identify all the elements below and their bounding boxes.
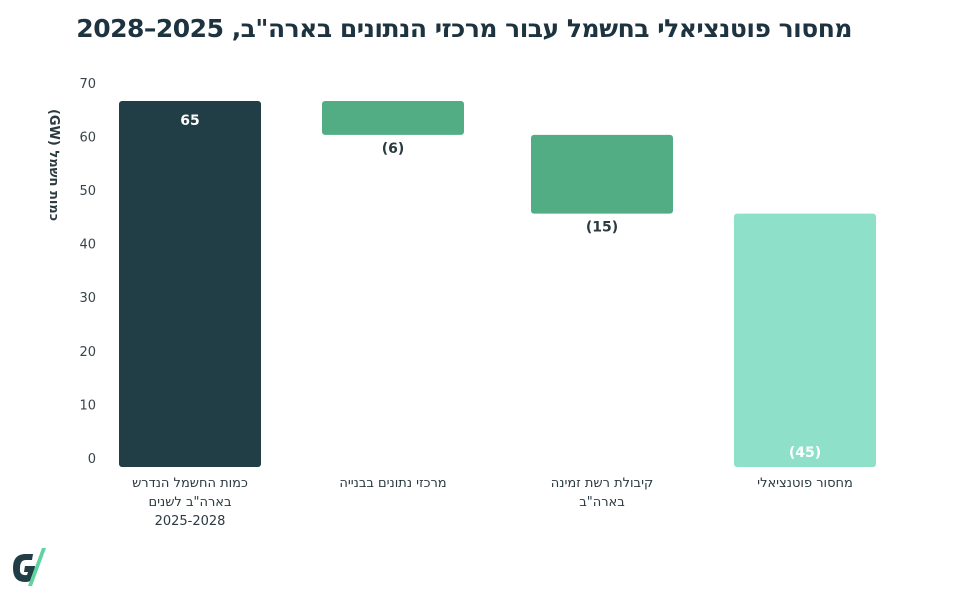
bars: 65 (6) (15) (45) — [119, 101, 876, 468]
bar — [119, 101, 261, 468]
y-tick-label: 70 — [79, 77, 96, 92]
y-tick-label: 40 — [79, 238, 96, 253]
x-tick-label: כמות החשמל הנדרש בארה"ב לשנים 2025-2028 — [132, 476, 248, 529]
data-label: (15) — [586, 220, 618, 236]
y-axis: 0 10 20 30 40 50 60 70 — [79, 77, 96, 467]
y-tick-label: 0 — [88, 452, 96, 467]
y-tick-label: 50 — [79, 184, 96, 199]
bar — [531, 134, 673, 214]
y-tick-label: 30 — [79, 291, 96, 306]
x-tick-label: מחסור פוטנציאלי — [757, 476, 853, 491]
data-label: (6) — [382, 141, 405, 157]
chart-title: מחסור פוטנציאלי בחשמל עבור מרכזי הנתונים… — [76, 14, 852, 43]
x-tick-label: קיבולת רשת זמינה בארה"ב — [550, 476, 654, 510]
data-label: (45) — [789, 445, 821, 461]
data-label: 65 — [180, 113, 199, 129]
y-tick-label: 20 — [79, 345, 96, 360]
logo — [13, 548, 46, 586]
y-tick-label: 10 — [79, 398, 96, 413]
x-tick-label: מרכזי נתונים בבנייה — [339, 476, 447, 491]
bar — [322, 101, 464, 135]
y-axis-label: כמות חשמל (GW) — [46, 109, 61, 221]
bar — [734, 213, 876, 467]
y-tick-label: 60 — [79, 130, 96, 145]
